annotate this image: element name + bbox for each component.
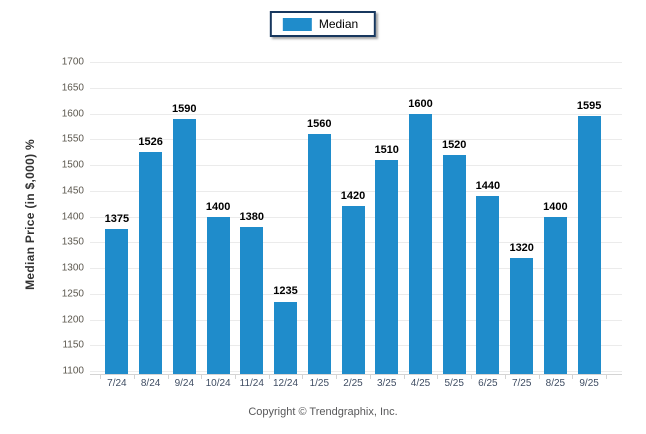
bar-value-3/25: 1510 <box>374 143 399 156</box>
x-tick-label-2/25: 2/25 <box>343 378 363 389</box>
x-tick-label-11/24: 11/24 <box>239 378 264 389</box>
x-axis-tick <box>572 375 574 379</box>
bar-10/24[interactable] <box>206 216 230 374</box>
bar-8/25[interactable] <box>543 216 567 374</box>
x-tick-label-12/24: 12/24 <box>272 378 299 389</box>
x-tick-label-9/25: 9/25 <box>579 378 599 389</box>
x-axis-tick <box>234 375 236 379</box>
y-tick-label-1350: 1350 <box>61 236 84 248</box>
legend-swatch-median <box>282 17 312 31</box>
y-tick-label-1100: 1100 <box>62 365 84 377</box>
y-tick-label-1150: 1150 <box>62 339 84 351</box>
x-tick-label-7/24: 7/24 <box>107 378 127 389</box>
x-tick-label-5/25: 5/25 <box>444 378 464 389</box>
x-tick-label-10/24: 10/24 <box>205 378 231 389</box>
bar-value-1/25: 1560 <box>307 118 332 131</box>
x-axis-tick <box>268 375 270 379</box>
gridline-1500 <box>90 165 622 167</box>
x-tick-label-4/25: 4/25 <box>410 378 431 389</box>
x-axis-tick <box>504 375 506 379</box>
bar-4/25[interactable] <box>409 113 432 374</box>
plot-area: 1100 1150 1200 1250 1300 1350 1400 1450 1500 1550… <box>62 55 622 389</box>
bar-3/25[interactable] <box>375 160 399 374</box>
y-tick-label-1650: 1650 <box>61 82 84 94</box>
x-axis-tick <box>336 375 338 379</box>
bar-value-8/24: 1526 <box>138 135 163 148</box>
y-axis-title: Median Price (in $,000) % <box>22 55 38 374</box>
bar-9/24[interactable] <box>172 118 196 374</box>
bar-value-9/24: 1590 <box>172 102 197 115</box>
x-axis-tick <box>437 375 439 379</box>
x-axis-tick <box>369 375 371 379</box>
x-axis-tick <box>201 375 203 379</box>
x-axis-tick <box>100 375 101 379</box>
x-tick-label-6/25: 6/25 <box>478 378 498 389</box>
x-tick-label-8/25: 8/25 <box>545 378 566 389</box>
x-tick-label-3/25: 3/25 <box>376 378 397 389</box>
gridline-1700 <box>90 62 622 64</box>
bar-value-9/25: 1595 <box>576 100 602 113</box>
bar-5/25[interactable] <box>442 154 466 374</box>
y-tick-label-1700: 1700 <box>61 56 84 68</box>
x-tick-label-9/24: 9/24 <box>174 378 195 389</box>
bar-value-12/24: 1235 <box>273 285 298 298</box>
bar-value-2/25: 1420 <box>340 190 366 203</box>
bar-9/25[interactable] <box>577 116 601 374</box>
x-axis-tick <box>167 375 169 379</box>
legend: Median <box>269 11 377 37</box>
bar-7/24[interactable] <box>105 229 129 374</box>
x-axis-tick <box>471 375 473 379</box>
bar-value-8/25: 1400 <box>543 200 568 213</box>
y-tick-label-1200: 1200 <box>61 314 84 325</box>
x-axis-tick <box>606 375 607 379</box>
x-axis-tick <box>302 375 304 379</box>
x-axis-line <box>90 374 622 375</box>
x-axis-tick <box>403 375 405 379</box>
bar-value-10/24: 1400 <box>205 200 231 213</box>
gridline-1550 <box>90 139 622 141</box>
bar-8/24[interactable] <box>139 151 163 374</box>
bar-12/24[interactable] <box>274 301 297 374</box>
y-tick-label-1400: 1400 <box>61 211 84 223</box>
x-axis-tick <box>133 375 135 379</box>
gridline-1650 <box>90 87 622 89</box>
gridline-1600 <box>90 113 622 115</box>
bar-value-11/24: 1380 <box>239 210 265 223</box>
y-tick-label-1300: 1300 <box>61 262 84 274</box>
gridline-1450 <box>90 190 622 192</box>
y-axis-title-text: Median Price (in $,000) % <box>23 139 37 290</box>
y-tick-label-1250: 1250 <box>61 288 84 300</box>
bar-value-4/25: 1600 <box>408 97 433 110</box>
bar-1/25[interactable] <box>307 134 331 374</box>
bar-2/25[interactable] <box>341 206 365 374</box>
bar-value-7/24: 1375 <box>104 213 130 226</box>
x-tick-label-1/25: 1/25 <box>309 378 330 389</box>
y-tick-label-1600: 1600 <box>61 108 84 120</box>
x-tick-label-8/24: 8/24 <box>140 378 161 389</box>
bar-value-6/25: 1440 <box>475 179 501 192</box>
bar-6/25[interactable] <box>476 196 500 374</box>
x-axis-tick <box>538 375 540 379</box>
bar-7/25[interactable] <box>510 257 534 374</box>
y-tick-label-1500: 1500 <box>61 159 84 171</box>
bar-value-7/25: 1320 <box>509 241 534 254</box>
legend-label-median: Median <box>318 17 359 31</box>
x-tick-label-7/25: 7/25 <box>511 378 532 389</box>
y-tick-label-1550: 1550 <box>61 133 84 145</box>
bar-value-5/25: 1520 <box>441 138 467 151</box>
bar-11/24[interactable] <box>240 226 264 374</box>
y-tick-label-1450: 1450 <box>61 185 84 197</box>
copyright-text: Copyright © Trendgraphix, Inc. <box>248 406 398 418</box>
